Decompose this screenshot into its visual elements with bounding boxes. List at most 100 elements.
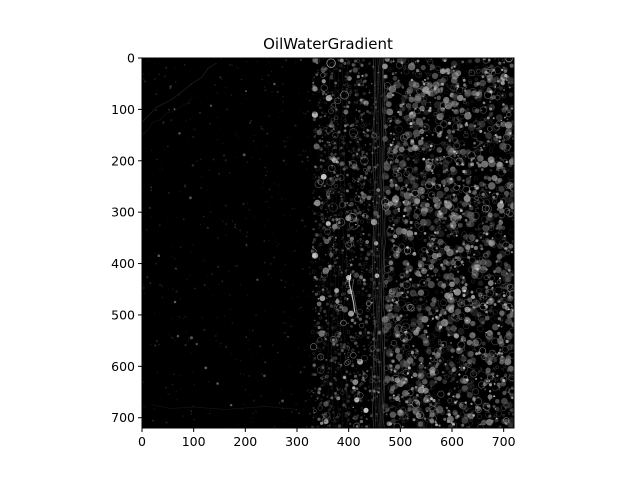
gradient-feature (476, 186, 479, 190)
gradient-feature (434, 421, 437, 424)
gradient-feature (483, 241, 489, 247)
gradient-feature (394, 377, 401, 383)
gradient-feature (420, 362, 423, 365)
gradient-feature (339, 58, 344, 63)
gradient-feature (355, 294, 358, 297)
gradient-feature (462, 212, 465, 216)
gradient-feature (431, 317, 434, 320)
gradient-feature (301, 160, 304, 163)
gradient-feature (364, 279, 367, 282)
gradient-feature (359, 103, 361, 105)
gradient-feature (279, 297, 281, 299)
gradient-feature (248, 121, 252, 124)
gradient-feature (473, 273, 476, 276)
gradient-feature (213, 294, 215, 296)
gradient-feature (454, 207, 458, 212)
gradient-feature (321, 79, 326, 84)
gradient-feature (460, 355, 467, 362)
gradient-feature (344, 386, 347, 389)
gradient-feature (335, 248, 338, 251)
gradient-feature (195, 342, 198, 346)
gradient-feature (407, 366, 411, 370)
gradient-feature (276, 245, 278, 247)
gradient-feature (394, 348, 401, 354)
gradient-feature (290, 393, 293, 396)
gradient-feature (507, 268, 511, 272)
gradient-feature (493, 212, 499, 218)
gradient-feature (320, 213, 324, 217)
gradient-feature (392, 394, 395, 397)
gradient-feature (355, 425, 359, 428)
gradient-feature (335, 216, 337, 219)
gradient-feature (352, 177, 354, 180)
gradient-feature (371, 317, 373, 319)
gradient-feature (343, 66, 345, 68)
gradient-feature (324, 112, 328, 116)
gradient-feature (368, 129, 372, 132)
gradient-feature (176, 217, 178, 219)
gradient-feature (280, 270, 282, 272)
gradient-feature (456, 85, 460, 88)
gradient-feature (346, 202, 349, 204)
gradient-contour (142, 97, 193, 136)
gradient-feature (261, 187, 263, 190)
gradient-feature (314, 307, 317, 309)
gradient-feature (319, 205, 323, 210)
gradient-feature (290, 410, 293, 413)
gradient-feature (156, 89, 158, 91)
gradient-feature (324, 338, 327, 341)
gradient-feature (161, 420, 163, 422)
gradient-feature (356, 345, 359, 348)
gradient-feature (439, 325, 443, 329)
gradient-feature (446, 419, 450, 424)
gradient-feature (325, 208, 327, 211)
gradient-feature (445, 69, 449, 73)
gradient-feature (347, 204, 350, 207)
gradient-feature (459, 317, 463, 321)
gradient-feature (452, 193, 456, 197)
gradient-feature (206, 189, 209, 192)
gradient-feature (333, 268, 337, 272)
gradient-feature (372, 103, 374, 105)
gradient-feature (409, 289, 417, 297)
gradient-feature (411, 167, 418, 174)
gradient-feature (173, 300, 177, 304)
gradient-feature (252, 399, 255, 402)
gradient-feature (146, 275, 149, 279)
gradient-feature (436, 190, 444, 199)
gradient-feature (318, 258, 321, 260)
gradient-feature (334, 288, 340, 294)
gradient-feature (321, 284, 325, 288)
gradient-feature (267, 74, 270, 77)
gradient-feature (485, 132, 492, 139)
gradient-feature (310, 336, 312, 337)
gradient-feature (184, 321, 186, 323)
gradient-feature (432, 193, 434, 196)
gradient-feature (354, 64, 357, 66)
gradient-feature (493, 367, 496, 370)
gradient-feature (142, 283, 145, 286)
gradient-feature (286, 141, 288, 143)
gradient-feature (410, 61, 415, 66)
gradient-feature (431, 252, 439, 260)
chart-title: OilWaterGradient (263, 35, 393, 53)
gradient-feature (369, 366, 373, 369)
gradient-feature (207, 381, 210, 383)
gradient-feature (354, 66, 357, 70)
gradient-feature (191, 243, 193, 245)
gradient-feature (365, 314, 369, 319)
gradient-feature (347, 411, 351, 415)
gradient-feature (364, 387, 367, 390)
gradient-feature (319, 161, 321, 163)
gradient-feature (365, 367, 368, 370)
gradient-feature (318, 195, 321, 198)
gradient-feature (324, 380, 326, 383)
gradient-feature (241, 385, 242, 386)
gradient-feature (362, 101, 364, 103)
gradient-feature (142, 362, 144, 364)
gradient-feature (282, 82, 284, 85)
gradient-feature (453, 277, 460, 284)
gradient-feature (323, 97, 325, 99)
gradient-feature (340, 251, 344, 254)
